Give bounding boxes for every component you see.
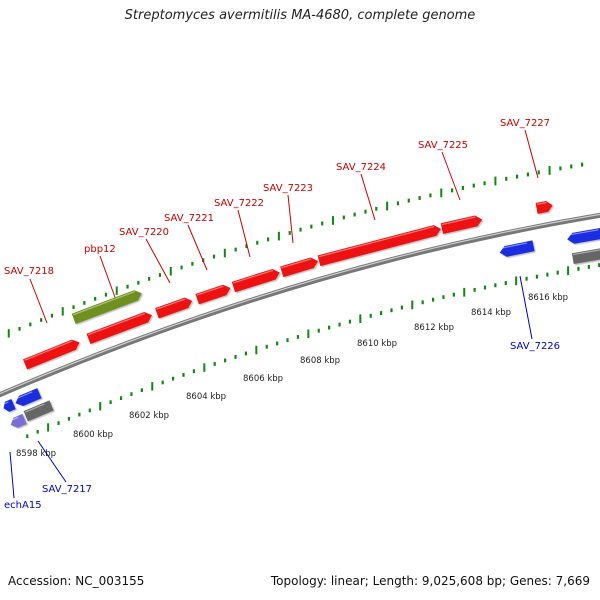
forward-gene-pbp12[interactable] <box>71 288 145 326</box>
reverse-gene-echa15[interactable] <box>9 413 29 431</box>
forward-gene-leader-line <box>287 194 294 244</box>
reverse-gene-2[interactable] <box>13 388 44 410</box>
reverse-gene-7[interactable] <box>571 247 600 266</box>
scale-label: 8608 kbp <box>300 356 340 366</box>
forward-gene-sav_7223[interactable] <box>280 256 321 279</box>
scale-label: 8614 kbp <box>471 308 511 318</box>
scale-label: 8604 kbp <box>186 392 226 402</box>
forward-gene-sav_7220[interactable] <box>155 295 195 320</box>
forward-gene-label-sav_7220[interactable]: SAV_7220 <box>119 227 169 238</box>
genome-backbone-highlight <box>0 213 600 395</box>
forward-gene-leader-line <box>524 129 539 179</box>
label-leader-lines <box>9 129 539 499</box>
forward-gene-label-sav_7222[interactable]: SAV_7222 <box>214 198 264 209</box>
reverse-gene-sav_7226[interactable] <box>499 240 536 259</box>
scale-label: 8610 kbp <box>357 339 397 349</box>
reverse-gene-label-sav_7217[interactable]: SAV_7217 <box>42 484 92 495</box>
forward-gene-label-pbp12[interactable]: pbp12 <box>84 244 116 255</box>
forward-gene-leader-line <box>29 278 48 324</box>
scale-labels: 8598 kbp 8600 kbp 8602 kbp 8604 kbp 8606 kbp… <box>16 293 568 459</box>
forward-gene-leader-line <box>99 255 117 301</box>
forward-gene-sav_7218[interactable] <box>23 337 83 371</box>
forward-gene-label-sav_7221[interactable]: SAV_7221 <box>164 213 214 224</box>
forward-gene-label-sav_7224[interactable]: SAV_7224 <box>336 162 386 173</box>
forward-gene-sav_7224[interactable] <box>317 223 444 268</box>
forward-gene-sav_7221[interactable] <box>195 283 233 306</box>
forward-gene-3[interactable] <box>86 310 156 346</box>
genome-summary-text: Topology: linear; Length: 9,025,608 bp; … <box>270 574 590 588</box>
reverse-gene-6[interactable] <box>566 227 600 246</box>
scale-label: 8598 kbp <box>16 449 56 459</box>
forward-gene-leader-line <box>145 238 171 284</box>
gene-features <box>1 200 600 431</box>
forward-gene-leader-line <box>237 209 251 258</box>
accession-text: Accession: NC_003155 <box>8 574 145 588</box>
reverse-gene-1[interactable] <box>1 399 18 415</box>
forward-gene-leader-line <box>441 151 461 201</box>
scale-label: 8612 kbp <box>414 323 454 333</box>
forward-gene-leader-line <box>360 173 376 221</box>
forward-gene-sav_7227[interactable] <box>535 200 555 216</box>
reverse-gene-leader-line <box>37 440 67 483</box>
reverse-gene-leader-line <box>519 275 533 340</box>
forward-gene-sav_7225[interactable] <box>440 214 485 236</box>
scale-label: 8616 kbp <box>528 293 568 303</box>
reverse-gene-leader-line <box>9 451 15 499</box>
forward-gene-sav_7222[interactable] <box>231 267 283 294</box>
genome-backbone <box>0 212 600 398</box>
reverse-gene-sav_7217[interactable] <box>23 400 56 423</box>
reverse-strand-ticks <box>26 263 600 439</box>
forward-gene-leader-line <box>187 224 208 271</box>
forward-gene-label-sav_7218[interactable]: SAV_7218 <box>4 266 54 277</box>
forward-strand-ticks <box>7 162 584 338</box>
forward-gene-label-sav_7223[interactable]: SAV_7223 <box>263 183 313 194</box>
scale-label: 8606 kbp <box>243 374 283 384</box>
forward-gene-label-sav_7225[interactable]: SAV_7225 <box>418 140 468 151</box>
reverse-gene-label-sav_7226[interactable]: SAV_7226 <box>510 341 560 352</box>
map-title: Streptomyces avermitilis MA-4680, comple… <box>124 8 476 23</box>
forward-gene-label-sav_7227[interactable]: SAV_7227 <box>500 118 550 129</box>
scale-label: 8602 kbp <box>129 411 169 421</box>
reverse-gene-label-echa15[interactable]: echA15 <box>4 500 42 511</box>
scale-label: 8600 kbp <box>73 430 113 440</box>
